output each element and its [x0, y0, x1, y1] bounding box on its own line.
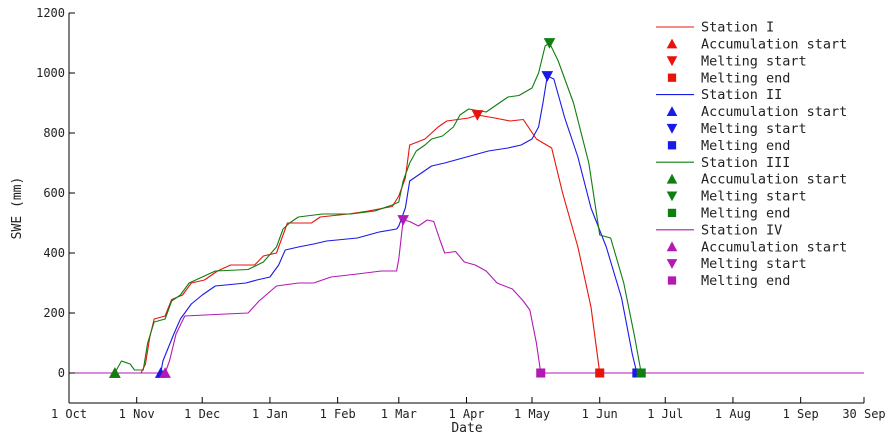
legend-marker-swatch — [666, 191, 678, 202]
legend-marker-swatch — [667, 73, 677, 82]
legend-label: Melting start — [701, 121, 807, 137]
series-line-station-3 — [69, 42, 864, 374]
marker-station-3-accumulation-start — [109, 367, 121, 378]
legend-marker-swatch — [667, 276, 677, 285]
x-tick-label: 1 Feb — [320, 407, 356, 421]
legend-entry: Station II — [656, 87, 782, 103]
legend-label: Melting end — [701, 70, 790, 86]
x-tick-label: 1 Jun — [582, 407, 618, 421]
marker-station-1-melting-end — [595, 368, 605, 378]
y-tick-label: 1000 — [36, 66, 65, 80]
legend-label: Accumulation start — [701, 104, 847, 120]
x-tick-label: 30 Sep — [842, 407, 885, 421]
marker-station-4-accumulation-start — [159, 367, 171, 378]
marker-layer — [109, 38, 646, 378]
x-tick-label: 1 Apr — [448, 407, 484, 421]
y-tick-label: 400 — [43, 246, 65, 260]
x-tick-label: 1 Oct — [51, 407, 87, 421]
x-tick-label: 1 May — [514, 407, 550, 421]
legend-marker-swatch — [666, 123, 678, 134]
legend-label: Accumulation start — [701, 239, 847, 255]
legend-marker-swatch — [666, 56, 678, 67]
legend-marker-swatch — [666, 173, 678, 184]
y-tick-label: 800 — [43, 126, 65, 140]
legend-entry: Melting start — [666, 121, 807, 137]
legend-entry: Accumulation start — [666, 172, 847, 188]
legend-label: Melting end — [701, 138, 790, 154]
marker-station-3-melting-start — [543, 38, 556, 49]
legend-label: Melting start — [701, 189, 807, 205]
series-line-station-2 — [69, 75, 864, 374]
legend-entry: Accumulation start — [666, 239, 847, 255]
x-tick-label: 1 Jan — [252, 407, 288, 421]
legend-entry: Station III — [656, 155, 790, 171]
marker-station-2-melting-start — [541, 71, 554, 82]
legend-label: Station II — [701, 87, 782, 103]
legend-marker-swatch — [666, 259, 678, 269]
legend-label: Station III — [701, 155, 790, 171]
series-line-station-4 — [69, 219, 864, 374]
legend-entry: Melting start — [666, 256, 807, 272]
legend-label: Accumulation start — [701, 172, 847, 188]
x-axis-label: Date — [451, 421, 482, 436]
legend-label: Melting start — [701, 256, 807, 272]
plot-area: 0 200 400 600 800 1000 1200 1 Oct 1 Nov 1 Dec 1 Ja… — [36, 6, 886, 421]
legend-entry: Melting end — [667, 273, 790, 289]
x-tick-label: 1 Dec — [184, 407, 220, 421]
legend-entry: Station IV — [656, 222, 782, 238]
x-tick-label: 1 Nov — [119, 407, 155, 421]
marker-station-3-melting-end — [636, 368, 646, 378]
legend-marker-swatch — [666, 241, 678, 252]
legend-marker-swatch — [666, 38, 678, 49]
x-tick-label: 1 Aug — [715, 407, 751, 421]
axes: 0 200 400 600 800 1000 1200 1 Oct 1 Nov 1 Dec 1 Ja… — [36, 6, 886, 421]
legend-entry: Melting start — [666, 53, 807, 69]
y-tick-label: 1200 — [36, 6, 65, 20]
legend-label: Accumulation start — [701, 37, 847, 53]
legend-entry: Station I — [656, 20, 774, 36]
legend-entry: Melting end — [667, 70, 790, 86]
legend-entry: Melting end — [667, 138, 790, 154]
legend-entry: Accumulation start — [666, 37, 847, 53]
legend-label: Station IV — [701, 222, 782, 238]
legend-label: Station I — [701, 20, 774, 36]
series-layer — [69, 42, 864, 374]
x-tick-label: 1 Sep — [783, 407, 819, 421]
legend-marker-swatch — [666, 106, 678, 117]
legend-entry: Accumulation start — [666, 104, 847, 120]
marker-station-4-melting-start — [397, 215, 409, 226]
x-tick-label: 1 Mar — [381, 407, 417, 421]
y-tick-label: 600 — [43, 186, 65, 200]
legend-marker-swatch — [667, 141, 677, 150]
legend-marker-swatch — [667, 208, 677, 218]
legend-label: Melting start — [701, 53, 807, 69]
legend-entry: Melting start — [666, 189, 807, 205]
legend-label: Melting end — [701, 273, 790, 289]
marker-station-4-melting-end — [536, 368, 546, 378]
y-tick-label: 0 — [58, 366, 65, 380]
y-axis-label: SWE (mm) — [10, 177, 25, 240]
legend-entry: Melting end — [667, 206, 790, 222]
y-tick-label: 200 — [43, 306, 65, 320]
x-tick-label: 1 Jul — [647, 407, 683, 421]
marker-station-1-melting-start — [471, 110, 484, 121]
legend-label: Melting end — [701, 206, 790, 222]
